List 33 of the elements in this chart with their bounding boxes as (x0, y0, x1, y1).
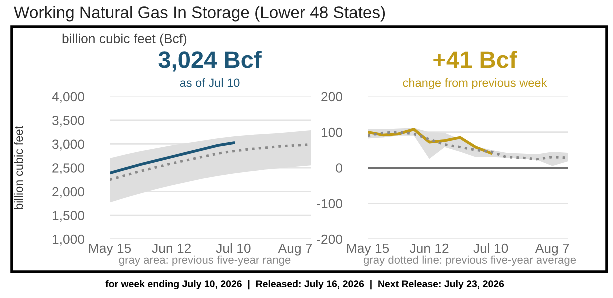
text: billion cubic feet (Bcf) (62, 34, 187, 46)
y-tick-label: 100 (322, 128, 342, 138)
y-tick-label: 2,000 (52, 187, 84, 198)
chart-subtitle: as of Jul 10 (180, 78, 240, 88)
x-tick-label: Aug 7 (535, 244, 570, 256)
x-tick-label: Jul 10 (474, 243, 508, 254)
line-series (110, 142, 236, 175)
x-tick-label: May 15 (347, 244, 390, 256)
line-series (368, 128, 492, 155)
x-tick-label: May 15 (89, 244, 132, 256)
y-tick-label: 1,500 (52, 211, 84, 222)
chart-title: +41 Bcf (434, 50, 518, 68)
y-tick-label: -200 (317, 234, 342, 244)
line-series (368, 131, 568, 161)
y-tick-label: 4,000 (52, 92, 84, 104)
x-tick-label: Aug 7 (278, 244, 312, 256)
text: gray area: previous five-year range (119, 256, 291, 266)
y-tick-label: 0 (336, 164, 342, 173)
text: for week ending July 10, 2026 | Released: July 16, 2026 | Next Release: July 23, 2026 (106, 280, 504, 290)
y-tick-label: 200 (322, 92, 342, 102)
x-tick-label: Jul 10 (216, 243, 251, 254)
x-tick-label: Jun 12 (152, 244, 191, 254)
chart-title: 3,024 Bcf (158, 50, 262, 72)
x-tick-label: Jun 12 (410, 244, 449, 254)
y-tick-label: -100 (317, 199, 342, 209)
text: gray dotted line: previous five-year average (364, 256, 576, 266)
chart-subtitle: change from previous week (403, 78, 548, 90)
text: Working Natural Gas In Storage (Lower 48 States) (14, 6, 386, 22)
y-tick-label: 1,000 (52, 234, 84, 246)
y-axis-title: billion cubic feet (14, 126, 24, 210)
y-tick-label: 2,500 (52, 164, 84, 174)
y-tick-label: 3,000 (52, 140, 84, 151)
y-tick-label: 3,500 (52, 116, 84, 127)
